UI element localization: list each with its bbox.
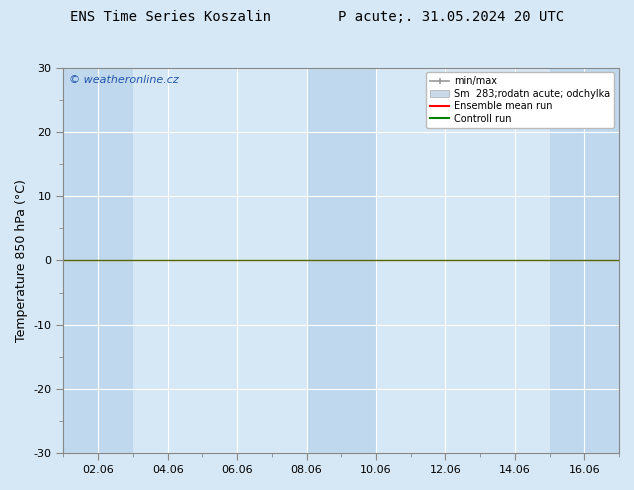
Y-axis label: Temperature 850 hPa (°C): Temperature 850 hPa (°C) (15, 179, 28, 342)
Bar (550, 68, 619, 453)
Text: © weatheronline.cz: © weatheronline.cz (69, 75, 179, 85)
Bar (63, 68, 133, 453)
Bar (306, 68, 376, 453)
Text: ENS Time Series Koszalin        P acute;. 31.05.2024 20 UTC: ENS Time Series Koszalin P acute;. 31.05… (70, 10, 564, 24)
Legend: min/max, Sm  283;rodatn acute; odchylka, Ensemble mean run, Controll run: min/max, Sm 283;rodatn acute; odchylka, … (426, 73, 614, 127)
